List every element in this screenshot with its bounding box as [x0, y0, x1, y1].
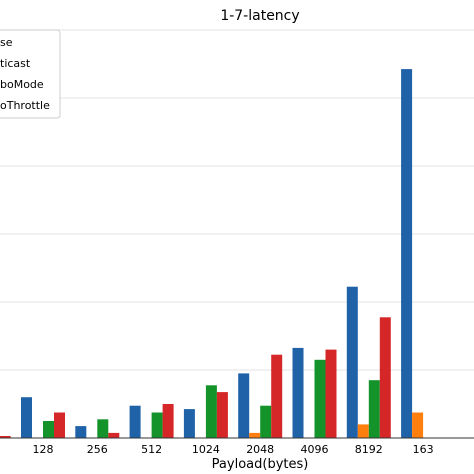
x-tick-label: 512	[141, 443, 162, 456]
legend-label: boMode	[0, 78, 44, 91]
x-tick-label: 163	[413, 443, 434, 456]
x-tick-label: 256	[87, 443, 108, 456]
bar-oThrottle-4096	[325, 349, 337, 438]
x-axis-label: Payload(bytes)	[212, 457, 309, 472]
bar-se-1024	[183, 409, 195, 438]
x-tick-label: 4096	[301, 443, 329, 456]
chart-title: 1-7-latency	[220, 8, 299, 24]
bar-oThrottle-256	[108, 432, 120, 438]
bar-oThrottle-512	[162, 404, 174, 438]
bar-se-8192	[346, 286, 358, 438]
bar-ticast-2048	[249, 432, 261, 438]
bar-partial	[0, 436, 11, 438]
bar-boMode-4096	[314, 359, 326, 438]
x-tick-label: 1024	[192, 443, 220, 456]
bar-boMode-128	[43, 421, 54, 438]
bar-boMode-256	[97, 419, 109, 438]
grid	[0, 29, 474, 371]
bar-oThrottle-2048	[271, 354, 283, 438]
bar-se-256	[75, 426, 87, 438]
legend-label: ticast	[0, 57, 31, 70]
bar-se-163	[401, 69, 413, 438]
bar-se-2048	[238, 373, 250, 438]
bar-boMode-2048	[260, 405, 272, 438]
bar-se-512	[129, 405, 141, 438]
bar-oThrottle-1024	[216, 392, 228, 438]
bars	[0, 69, 424, 438]
legend-label: oThrottle	[0, 99, 50, 112]
legend-box	[0, 29, 61, 119]
bar-oThrottle-8192	[379, 317, 391, 438]
bar-se-4096	[292, 347, 304, 438]
bar-boMode-1024	[205, 385, 217, 438]
bar-boMode-8192	[368, 380, 380, 438]
x-tick-label: 128	[33, 443, 54, 456]
x-tick-label: 8192	[355, 443, 383, 456]
x-tick-label: 2048	[246, 443, 274, 456]
bar-boMode-512	[151, 412, 163, 438]
legend-items: se ticast boMode oThrottle	[0, 36, 50, 112]
bar-oThrottle-128	[54, 412, 65, 438]
legend-label: se	[0, 36, 13, 49]
bar-ticast-163	[412, 412, 424, 438]
bar-se-128	[21, 397, 32, 438]
x-tick-labels: 128 256 512 1024 2048 4096 8192 163	[33, 443, 434, 456]
legend: se ticast boMode oThrottle	[0, 29, 61, 119]
bar-ticast-8192	[357, 424, 369, 438]
